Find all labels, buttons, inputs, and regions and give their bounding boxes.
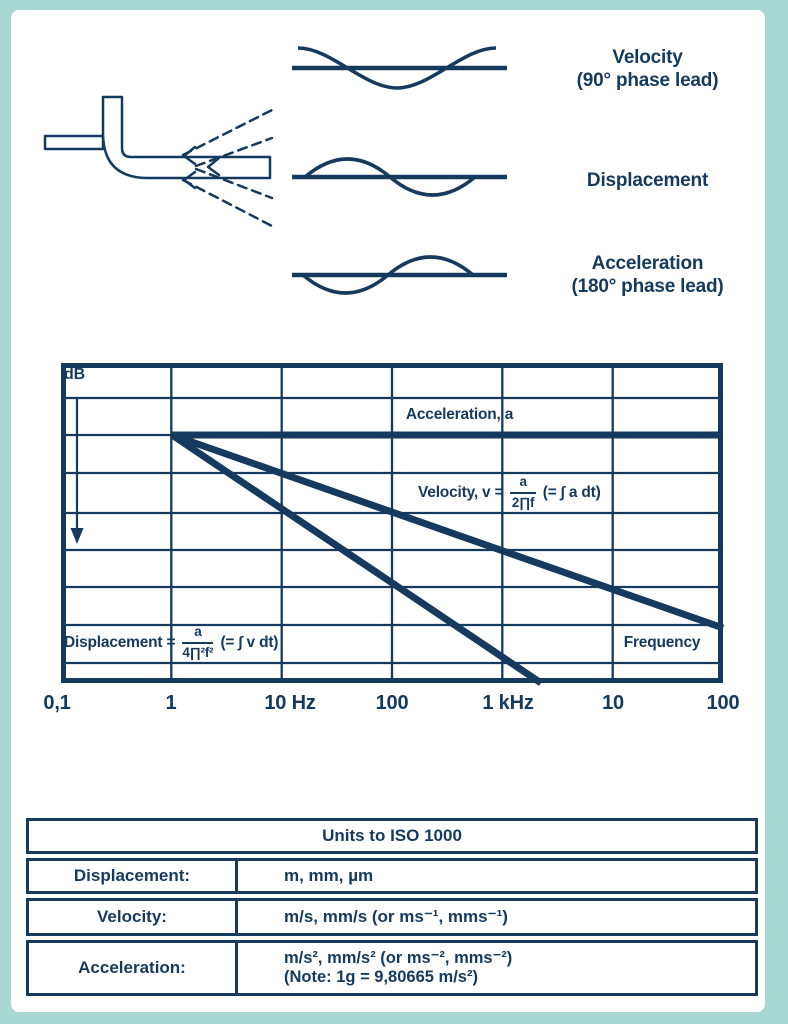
velocity-label-line2: (90° phase lead) [576,70,719,92]
db-axis-arrow [70,399,84,544]
table-row: Displacement: m, mm, µm [26,858,758,894]
displacement-formula-prefix: Displacement = [64,634,176,651]
displacement-series-line [170,432,543,686]
displacement-formula-fraction: a 4∏²f² [182,624,214,662]
chart-border [61,363,723,683]
table-row: Velocity: m/s, mm/s (or ms⁻¹, mms⁻¹) [26,898,758,936]
velocity-label-line1: Velocity [612,47,683,68]
row-value-velocity: m/s, mm/s (or ms⁻¹, mms⁻¹) [238,901,755,933]
displacement-units: m, mm, µm [284,865,374,885]
acceleration-series-label: Acceleration, a [405,406,514,423]
displacement-formula-numerator: a [182,624,214,644]
beam-illustration [43,95,274,228]
chart-series [170,431,725,686]
x-axis-tick: 1 kHz [482,692,534,714]
db-arrowhead [70,528,84,544]
acceleration-units-note: (Note: 1g = 9,80665 m/s²) [284,968,478,986]
displacement-formula: Displacement = a 4∏²f² (= ∫ v dt) [64,620,278,666]
velocity-formula: Velocity, v = a 2∏f (= ∫ a dt) [418,470,601,515]
velocity-waveform-label: Velocity (90° phase lead) [520,46,775,92]
velocity-series-line [170,431,725,632]
x-axis-tick: 0,1 [43,692,71,714]
acceleration-label-line2: (180° phase lead) [571,276,724,298]
acceleration-waveform [292,255,507,295]
velocity-units: m/s, mm/s (or ms⁻¹, mms⁻¹) [284,906,508,926]
x-axis-tick: 10 [602,692,624,714]
x-axis-tick: 100 [706,692,740,714]
frequency-axis-label: Frequency [623,634,701,651]
vibration-envelope-dashes [181,108,274,228]
acceleration-curve [301,255,475,295]
displacement-formula-denominator: 4∏²f² [182,645,214,660]
x-axis-tick: 10 Hz [264,692,316,714]
row-value-acceleration: m/s², mm/s² (or ms⁻², mms⁻²) (Note: 1g =… [238,943,755,993]
velocity-formula-suffix: (= ∫ a dt) [542,483,601,501]
acceleration-waveform-label: Acceleration (180° phase lead) [520,252,775,298]
displacement-label-line1: Displacement [586,170,709,191]
velocity-formula-prefix: Velocity, v = [418,483,504,501]
units-table: Units to ISO 1000 Displacement: m, mm, µ… [26,818,758,1000]
velocity-waveform [292,46,507,90]
table-row: Acceleration: m/s², mm/s² (or ms⁻², mms⁻… [26,940,758,996]
db-axis-label: dB [64,366,85,383]
vibration-arrowheads [182,145,221,190]
velocity-curve [297,46,497,90]
row-label-displacement: Displacement: [29,861,238,891]
beam-body [101,95,272,180]
units-table-header: Units to ISO 1000 [26,818,758,854]
row-label-velocity: Velocity: [29,901,238,933]
displacement-waveform [292,157,507,197]
acceleration-label-line1: Acceleration [591,253,704,274]
acceleration-units: m/s², mm/s² (or ms⁻², mms⁻²) [284,948,513,967]
row-label-acceleration: Acceleration: [29,943,238,993]
x-axis-tick: 1 [165,692,177,714]
x-axis-tick: 100 [375,692,409,714]
row-value-displacement: m, mm, µm [238,861,755,891]
beam-mount-bar [43,134,105,151]
displacement-curve [303,157,477,197]
displacement-waveform-label: Displacement [520,169,775,192]
velocity-formula-fraction: a 2∏f [510,474,536,512]
velocity-formula-numerator: a [510,474,536,494]
velocity-formula-denominator: 2∏f [511,494,535,510]
displacement-formula-suffix: (= ∫ v dt) [220,634,279,651]
